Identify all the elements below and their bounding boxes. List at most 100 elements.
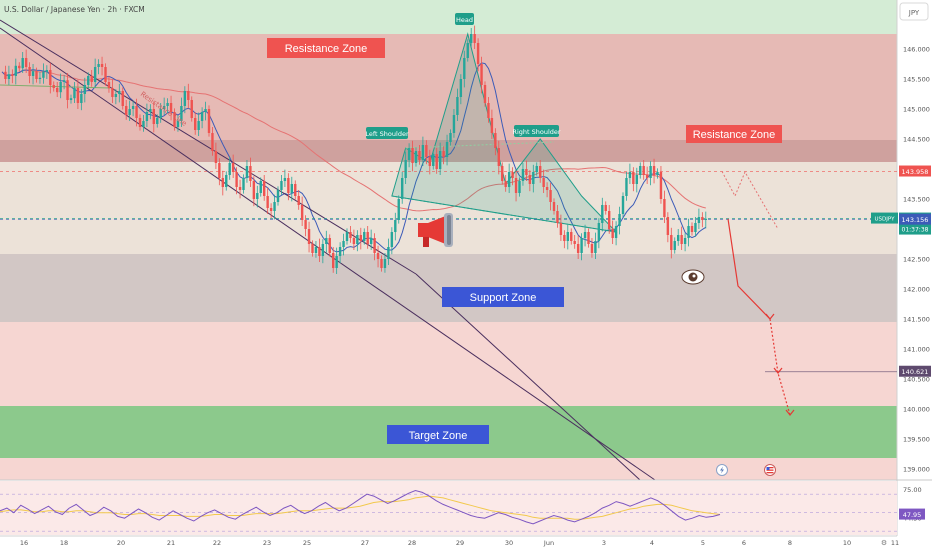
price-tick-label: 142.000 <box>903 286 930 294</box>
head-label: Head <box>456 16 473 24</box>
candle-body <box>532 172 535 184</box>
candle-body <box>621 196 625 214</box>
candle-body <box>383 259 387 268</box>
candle-body <box>432 154 435 166</box>
symbol-title: U.S. Dollar / Japanese Yen · 2h · FXCM <box>4 5 145 14</box>
candle-body <box>190 100 193 118</box>
candle-body <box>625 178 628 196</box>
lightning-event-icon[interactable] <box>716 464 728 476</box>
candle-body <box>197 121 200 130</box>
candle-body <box>7 74 11 79</box>
candle-body <box>639 166 642 175</box>
candle-body <box>649 166 652 178</box>
candle-body <box>245 166 249 178</box>
candle-body <box>525 169 528 175</box>
candle-body <box>31 71 35 76</box>
candle-body <box>642 166 645 175</box>
candle-body <box>463 58 466 79</box>
candle-body <box>200 112 204 121</box>
candle-body <box>673 241 676 250</box>
settings-gear-icon[interactable]: ⚙ <box>881 539 887 547</box>
candle-body <box>135 106 138 118</box>
candle-body <box>359 235 362 241</box>
green-trend <box>0 84 111 89</box>
candle-body <box>618 214 621 226</box>
candle-body <box>456 97 459 115</box>
candle-body <box>283 178 287 181</box>
candle-body <box>69 98 73 100</box>
candle-body <box>559 223 563 235</box>
rsi-line <box>0 489 721 525</box>
candle-body <box>145 112 149 121</box>
candle-body <box>276 190 280 202</box>
time-axis[interactable]: 16 18 20 21 22 23 25 27 28 29 30 Jun 3 4 5 6 8 10 11 <box>20 539 899 547</box>
candle-body <box>128 109 131 115</box>
candle-body <box>414 151 418 163</box>
time-tick-label: 10 <box>843 539 851 547</box>
candle-body <box>62 80 66 82</box>
price-tag-value: 140.621 <box>902 368 929 376</box>
candle-body <box>611 229 614 238</box>
candle-body <box>118 91 121 94</box>
candle-body <box>162 106 166 109</box>
candle-body <box>325 238 328 244</box>
candle-body <box>138 118 142 127</box>
price-axis[interactable]: 139.000 139.500 140.000 140.500 141.000 141.5… <box>903 46 930 474</box>
candle-body <box>342 241 345 247</box>
trendline-upper <box>0 27 656 481</box>
candle-body <box>290 184 293 193</box>
currency-button[interactable] <box>899 2 929 21</box>
candle-body <box>697 217 701 223</box>
time-tick-label: 4 <box>650 539 654 547</box>
candle-body <box>677 235 680 241</box>
candle-body <box>45 70 49 72</box>
projection-arrowhead <box>773 367 783 374</box>
candle-body <box>680 235 683 244</box>
candle-body <box>280 181 283 190</box>
candle-body <box>449 133 452 142</box>
eye-icon <box>681 269 705 285</box>
price-tick-label: 141.000 <box>903 346 930 354</box>
candle-body <box>452 115 456 133</box>
time-tick-label: Jun <box>543 539 554 547</box>
time-tick-label: 28 <box>408 539 416 547</box>
price-tick-label: 139.000 <box>903 466 930 474</box>
us-flag-event-icon[interactable] <box>764 464 776 476</box>
price-tag-box <box>899 213 931 225</box>
candle-body <box>211 133 214 151</box>
candle-body <box>528 175 532 184</box>
candle-body <box>125 106 128 115</box>
candle-body <box>466 43 469 58</box>
candle-body <box>304 220 307 229</box>
upper-band <box>0 0 897 34</box>
candle-body <box>187 91 190 100</box>
candle-body <box>476 43 480 64</box>
trendline-lower-ext <box>415 273 641 481</box>
candle-body <box>570 232 573 241</box>
candle-body <box>445 142 449 157</box>
time-tick-label: 25 <box>303 539 311 547</box>
lower-band <box>0 322 897 406</box>
left-shoulder-label: Left Shoulder <box>365 130 409 138</box>
megaphone-icon <box>418 213 453 247</box>
candle-body <box>576 244 580 253</box>
price-tick-label: 140.000 <box>903 406 930 414</box>
candle-body <box>404 160 407 178</box>
candle-body <box>76 88 80 103</box>
candle-body <box>335 256 338 268</box>
candle-body <box>583 232 587 238</box>
time-tick-label: 18 <box>60 539 68 547</box>
time-tick-label: 29 <box>456 539 464 547</box>
oscillator-pane[interactable] <box>0 481 897 535</box>
price-tag-box <box>899 365 931 377</box>
candle-body <box>142 121 145 127</box>
candle-body <box>194 118 197 130</box>
rsi-value-tag: 47.95 <box>903 511 922 519</box>
price-tags: 143.958USDJPY143.17401:37:38143.156140.6… <box>871 165 931 377</box>
candle-body <box>38 77 42 79</box>
candle-body <box>480 64 483 85</box>
candle-body <box>73 88 76 99</box>
candle-body <box>473 34 476 43</box>
candle-body <box>518 181 521 193</box>
